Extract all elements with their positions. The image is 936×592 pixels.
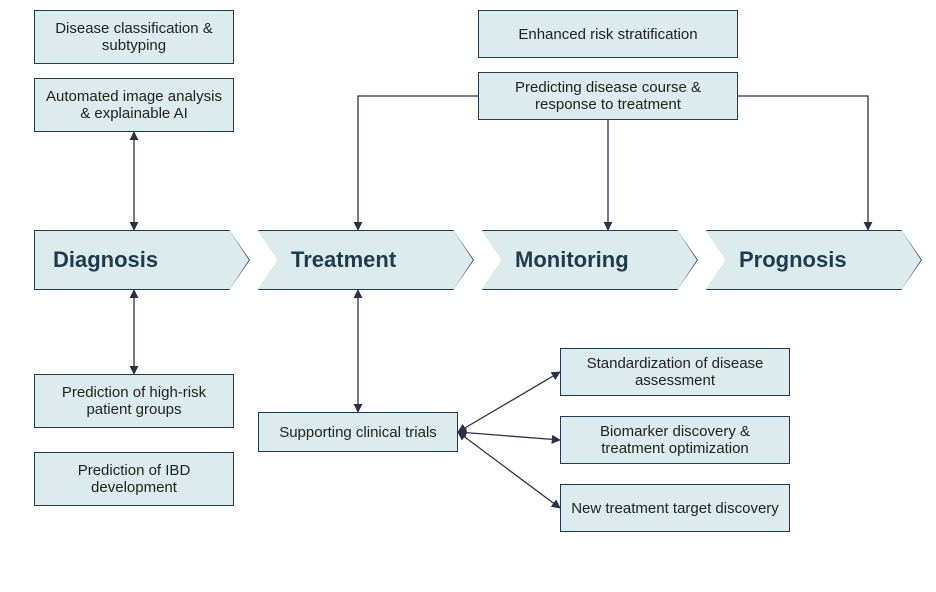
- node-label: Enhanced risk stratification: [518, 26, 697, 43]
- step-prognosis: Prognosis: [706, 230, 902, 290]
- edge-e4: [458, 372, 560, 432]
- node-highrisk-groups: Prediction of high-risk patient groups: [34, 374, 234, 428]
- node-label: Biomarker discovery & treatment optimiza…: [571, 423, 779, 457]
- step-label: Treatment: [259, 247, 396, 273]
- node-enhanced-risk: Enhanced risk stratification: [478, 10, 738, 58]
- node-label: Supporting clinical trials: [279, 424, 437, 441]
- step-diagnosis: Diagnosis: [34, 230, 230, 290]
- edge-e7: [358, 96, 478, 230]
- step-label: Prognosis: [707, 247, 847, 273]
- node-label: Prediction of IBD development: [45, 462, 223, 496]
- node-label: Disease classification & subtyping: [45, 20, 223, 54]
- step-label: Monitoring: [483, 247, 629, 273]
- node-label: New treatment target discovery: [571, 500, 779, 517]
- node-standardization: Standardization of disease assessment: [560, 348, 790, 396]
- step-monitoring: Monitoring: [482, 230, 678, 290]
- node-label: Prediction of high-risk patient groups: [45, 384, 223, 418]
- node-biomarker: Biomarker discovery & treatment optimiza…: [560, 416, 790, 464]
- node-label: Standardization of disease assessment: [571, 355, 779, 389]
- edge-e5: [458, 432, 560, 440]
- node-new-treatment: New treatment target discovery: [560, 484, 790, 532]
- flowchart-canvas: Diagnosis Treatment Monitoring Prognosis…: [0, 0, 936, 592]
- node-label: Automated image analysis & explainable A…: [45, 88, 223, 122]
- step-treatment: Treatment: [258, 230, 454, 290]
- node-automated-image: Automated image analysis & explainable A…: [34, 78, 234, 132]
- node-ibd-development: Prediction of IBD development: [34, 452, 234, 506]
- edge-e6: [458, 432, 560, 508]
- node-clinical-trials: Supporting clinical trials: [258, 412, 458, 452]
- edge-e9: [738, 96, 868, 230]
- node-label: Predicting disease course & response to …: [489, 79, 727, 113]
- node-disease-classification: Disease classification & subtyping: [34, 10, 234, 64]
- step-label: Diagnosis: [35, 247, 158, 273]
- node-predicting-course: Predicting disease course & response to …: [478, 72, 738, 120]
